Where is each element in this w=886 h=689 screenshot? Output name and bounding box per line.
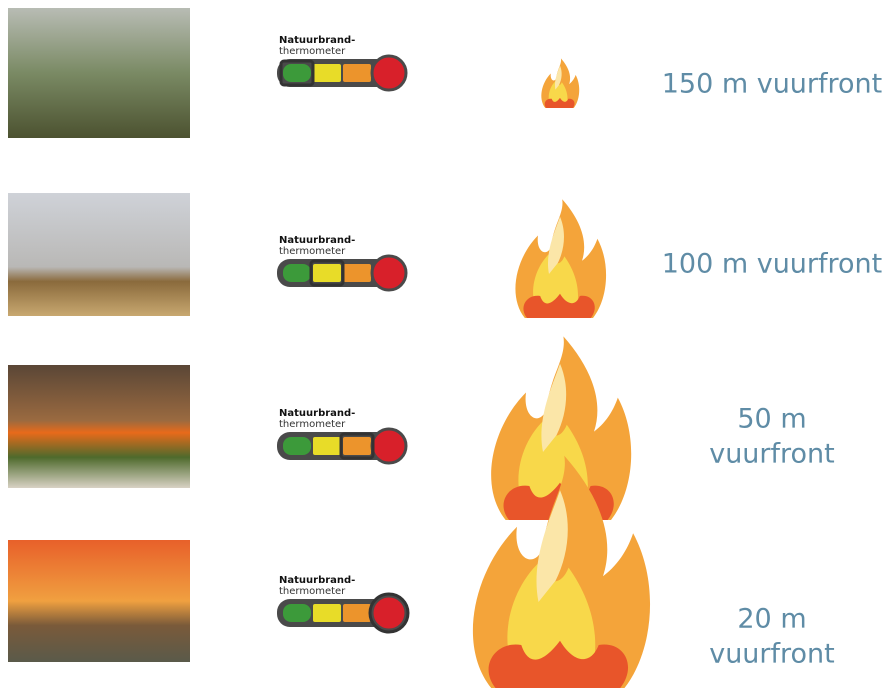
infographic: Natuurbrand-thermometer 150 m vuurfront Na…: [0, 0, 886, 689]
thermometer-segment: [343, 604, 371, 622]
flame-base: [489, 641, 628, 688]
thermometer-bulb: [372, 429, 406, 463]
thermometer-title: Natuurbrand-: [279, 35, 355, 46]
thermometer-segment: [283, 604, 311, 622]
thermometer-bulb: [372, 256, 406, 290]
thermometer-segment: [283, 264, 311, 282]
thermometer-title: Natuurbrand-: [279, 235, 355, 246]
vuurfront-label: 100 m vuurfront: [662, 249, 883, 280]
photo: [8, 365, 190, 488]
thermometer-segment: [343, 264, 371, 282]
thermometer-segment: [343, 437, 371, 455]
photo: [8, 193, 190, 316]
thermometer-segment: [313, 437, 341, 455]
thermometer-subtitle: thermometer: [279, 419, 346, 430]
thermometer-bulb: [372, 56, 406, 90]
vuurfront-label: 20 m: [737, 604, 806, 635]
flame-icon: [515, 199, 606, 318]
thermometer-subtitle: thermometer: [279, 46, 346, 57]
thermometer-title: Natuurbrand-: [279, 408, 355, 419]
thermometer-title: Natuurbrand-: [279, 575, 355, 586]
vuurfront-label: vuurfront: [709, 439, 835, 470]
thermometer-segment: [313, 64, 341, 82]
vuurfront-label: 50 m: [737, 404, 806, 435]
thermometer-segment: [283, 64, 311, 82]
flame-base: [523, 294, 594, 318]
thermometer-bulb: [372, 596, 406, 630]
vuurfront-label: vuurfront: [709, 639, 835, 670]
thermometer-subtitle: thermometer: [279, 586, 346, 597]
thermometer-segment: [343, 64, 371, 82]
page: {"rows": [ {"thermometer_title": "Natuur…: [0, 0, 886, 689]
photo: [8, 8, 190, 138]
flame-base: [545, 98, 575, 108]
flame-icon: [541, 58, 579, 108]
photo: [8, 540, 190, 662]
thermometer-subtitle: thermometer: [279, 246, 346, 257]
vuurfront-label: 150 m vuurfront: [662, 69, 883, 100]
thermometer-segment: [283, 437, 311, 455]
thermometer-segment: [313, 604, 341, 622]
thermometer-segment: [313, 264, 341, 282]
